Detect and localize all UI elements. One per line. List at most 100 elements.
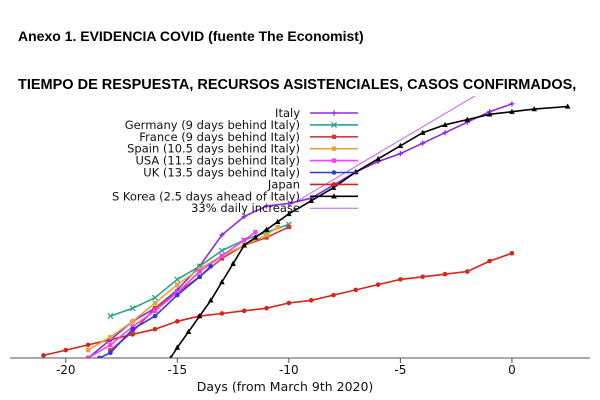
series-uk-13-5-days-behind-italy	[96, 264, 214, 358]
data-point-germany-9-days-behind-italy	[151, 294, 159, 301]
data-point-japan	[85, 342, 91, 348]
data-point-s-korea-2-5-days-ahead-of-italy	[397, 142, 404, 148]
data-point-italy	[509, 101, 515, 107]
data-point-s-korea-2-5-days-ahead-of-italy	[219, 279, 225, 285]
data-point-italy	[263, 203, 270, 209]
legend-label: UK (13.5 days behind Italy)	[143, 166, 300, 180]
data-point-s-korea-2-5-days-ahead-of-italy	[196, 313, 203, 319]
data-point-s-korea-2-5-days-ahead-of-italy	[330, 184, 337, 190]
data-point-france-9-days-behind-italy	[130, 329, 135, 334]
data-point-italy	[442, 130, 448, 136]
data-point-japan	[175, 319, 180, 324]
legend-marker	[331, 158, 337, 163]
legend-item-usa-11-5-days-behind-italy: USA (11.5 days behind Italy)	[135, 154, 358, 168]
data-point-japan	[398, 277, 403, 282]
data-point-usa-11-5-days-behind-italy	[242, 237, 247, 243]
data-point-uk-13-5-days-behind-italy	[96, 355, 102, 358]
legend-item-s-korea-2-5-days-ahead-of-italy: S Korea (2.5 days ahead of Italy)	[112, 189, 358, 203]
data-point-japan	[308, 298, 314, 303]
legend-item-spain-10-5-days-behind-italy: Spain (10.5 days behind Italy)	[127, 142, 358, 156]
x-tick-label: -15	[168, 363, 188, 377]
data-point-japan	[375, 282, 381, 287]
legend-item-33-daily-increase: 33% daily increase	[191, 201, 358, 215]
legend-label: Italy	[275, 106, 300, 120]
data-point-s-korea-2-5-days-ahead-of-italy	[464, 116, 471, 122]
series-usa-11-5-days-behind-italy	[85, 230, 258, 358]
data-point-usa-11-5-days-behind-italy	[130, 324, 135, 329]
data-point-japan	[420, 274, 425, 280]
data-point-uk-13-5-days-behind-italy	[152, 313, 158, 319]
data-point-s-korea-2-5-days-ahead-of-italy	[286, 210, 292, 217]
legend-label: Germany (9 days behind Italy)	[125, 118, 300, 132]
data-point-france-9-days-behind-italy	[264, 235, 269, 240]
x-tick-label: -5	[394, 363, 406, 377]
data-point-germany-9-days-behind-italy	[129, 305, 136, 312]
legend-marker	[331, 193, 337, 199]
data-point-japan	[353, 287, 359, 293]
data-point-france-9-days-behind-italy	[219, 256, 225, 261]
legend-label: Spain (10.5 days behind Italy)	[127, 142, 300, 156]
data-point-japan	[63, 347, 69, 353]
data-point-uk-13-5-days-behind-italy	[108, 350, 113, 356]
data-point-s-korea-2-5-days-ahead-of-italy	[509, 108, 515, 114]
data-point-japan	[241, 308, 247, 314]
data-point-s-korea-2-5-days-ahead-of-italy	[308, 197, 314, 203]
data-point-usa-11-5-days-behind-italy	[152, 308, 158, 314]
legend-marker	[331, 182, 337, 187]
x-axis-title: Days (from March 9th 2020)	[197, 379, 374, 394]
legend-item-japan: Japan	[267, 177, 358, 191]
legend-item-italy: Italy	[275, 106, 358, 120]
data-point-s-korea-2-5-days-ahead-of-italy	[375, 155, 381, 162]
data-point-s-korea-2-5-days-ahead-of-italy	[185, 328, 192, 334]
legend-label: USA (11.5 days behind Italy)	[135, 154, 300, 168]
data-point-japan	[465, 269, 470, 274]
data-point-germany-9-days-behind-italy	[174, 276, 181, 283]
data-point-spain-10-5-days-behind-italy	[85, 347, 91, 353]
data-point-spain-10-5-days-behind-italy	[152, 300, 158, 306]
data-point-s-korea-2-5-days-ahead-of-italy	[252, 234, 259, 240]
data-point-s-korea-2-5-days-ahead-of-italy	[564, 103, 571, 109]
legend-marker	[330, 121, 338, 128]
data-point-s-korea-2-5-days-ahead-of-italy	[419, 129, 426, 135]
legend-marker	[331, 170, 337, 175]
legend-label: France (9 days behind Italy)	[139, 130, 300, 144]
legend-item-uk-13-5-days-behind-italy: UK (13.5 days behind Italy)	[143, 166, 358, 180]
legend-marker	[331, 110, 337, 116]
data-point-italy	[397, 151, 403, 157]
data-point-s-korea-2-5-days-ahead-of-italy	[169, 355, 173, 358]
data-point-uk-13-5-days-behind-italy	[197, 274, 202, 280]
data-point-spain-10-5-days-behind-italy	[130, 319, 135, 324]
data-point-spain-10-5-days-behind-italy	[275, 224, 280, 230]
data-point-japan	[286, 300, 292, 306]
legend-marker	[331, 134, 337, 139]
data-point-s-korea-2-5-days-ahead-of-italy	[241, 242, 248, 248]
series-line-japan	[43, 252, 513, 357]
series-line-s-korea-2-5-days-ahead-of-italy	[169, 105, 568, 358]
data-point-s-korea-2-5-days-ahead-of-italy	[230, 260, 236, 266]
data-point-spain-10-5-days-behind-italy	[264, 232, 269, 238]
x-tick-label: -20	[56, 363, 76, 377]
series-japan	[41, 250, 515, 358]
x-tick-label: 0	[508, 363, 516, 377]
data-point-japan	[219, 311, 225, 316]
data-point-italy	[420, 140, 426, 146]
plot-area	[41, 96, 571, 358]
legend-item-france-9-days-behind-italy: France (9 days behind Italy)	[139, 130, 358, 144]
data-point-spain-10-5-days-behind-italy	[197, 266, 202, 272]
data-point-uk-13-5-days-behind-italy	[208, 264, 214, 269]
data-point-japan	[509, 250, 515, 256]
data-point-italy	[241, 213, 247, 220]
data-point-japan	[41, 353, 46, 358]
data-point-usa-11-5-days-behind-italy	[197, 269, 202, 274]
x-axis-ticks: -20 -15 -10 -5 0	[56, 358, 516, 377]
data-point-japan	[442, 271, 448, 277]
legend-label: S Korea (2.5 days ahead of Italy)	[112, 189, 300, 203]
data-point-uk-13-5-days-behind-italy	[130, 326, 135, 332]
series-33-daily-increase	[288, 96, 476, 207]
series-line-33-daily-increase	[288, 96, 476, 207]
data-point-s-korea-2-5-days-ahead-of-italy	[174, 344, 181, 350]
data-point-germany-9-days-behind-italy	[107, 313, 114, 320]
data-point-italy	[286, 200, 292, 207]
data-point-usa-11-5-days-behind-italy	[253, 230, 258, 235]
